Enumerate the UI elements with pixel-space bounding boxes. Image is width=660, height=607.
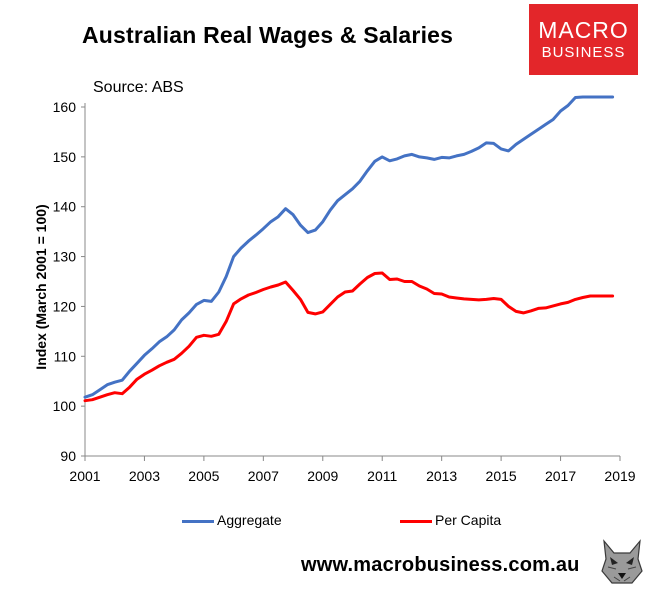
chart-title: Australian Real Wages & Salaries [82,22,454,48]
logo-line2: BUSINESS [541,44,626,61]
y-tick-label: 130 [53,249,77,265]
logo-line1: MACRO [538,17,629,43]
x-tick-label: 2009 [307,468,338,484]
y-tick-label: 140 [53,199,77,215]
x-tick-label: 2007 [248,468,279,484]
legend-swatch-per-capita [400,520,432,523]
legend-label-per-capita: Per Capita [435,512,502,528]
y-tick-label: 150 [53,149,77,165]
x-tick-label: 2003 [129,468,160,484]
series-line-per-capita [83,271,615,403]
x-tick-label: 2011 [367,468,397,484]
x-tick-label: 2019 [604,468,635,484]
y-tick-label: 120 [53,298,77,314]
wolf-icon [598,537,646,587]
series-line-aggregate [83,95,615,399]
x-tick-label: 2005 [188,468,219,484]
x-tick-label: 2015 [486,468,517,484]
y-tick-label: 100 [53,398,77,414]
x-tick-label: 2001 [69,468,100,484]
x-tick-label: 2013 [426,468,457,484]
x-tick-label: 2017 [545,468,576,484]
website-url: www.macrobusiness.com.au [301,554,580,576]
legend-label-aggregate: Aggregate [217,512,282,528]
chart-source: Source: ABS [93,79,184,96]
y-tick-label: 90 [60,448,76,464]
legend-swatch-aggregate [182,520,214,523]
y-tick-label: 110 [54,348,77,364]
y-tick-label: 160 [53,99,77,115]
macro-business-logo: MACRO BUSINESS [529,4,638,75]
